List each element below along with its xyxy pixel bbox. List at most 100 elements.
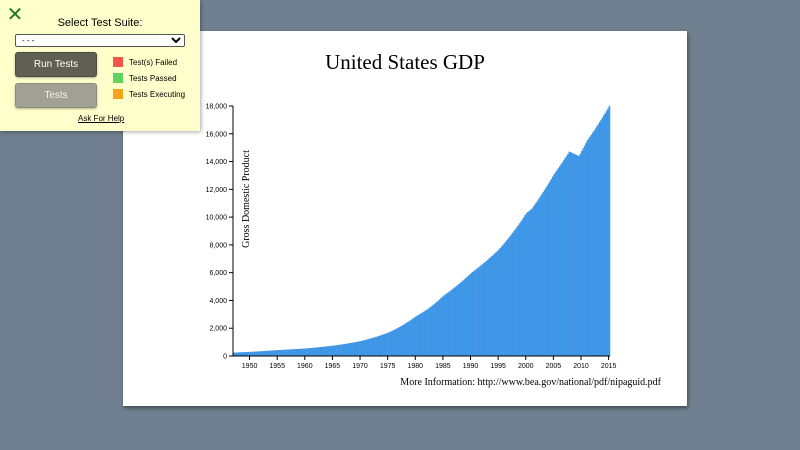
gdp-bar: [306, 348, 308, 356]
gdp-bar: [579, 153, 582, 356]
tests-button[interactable]: Tests: [15, 83, 97, 108]
gdp-bar: [413, 317, 416, 356]
gdp-bar: [603, 115, 605, 356]
gdp-bar: [568, 151, 571, 356]
gdp-bar: [510, 234, 513, 356]
gdp-bar: [398, 327, 401, 356]
gdp-bar: [349, 343, 351, 356]
gdp-bar: [288, 349, 290, 356]
gdp-bar: [525, 213, 528, 356]
gdp-bar: [430, 306, 433, 356]
gdp-bar: [575, 154, 578, 356]
gdp-bar: [344, 343, 347, 356]
gdp-bar: [429, 307, 431, 356]
gdp-bar: [564, 158, 567, 356]
gdp-bar: [516, 227, 518, 356]
gdp-bar: [274, 350, 277, 356]
gdp-bar: [320, 347, 322, 356]
test-suite-select[interactable]: - - -: [15, 34, 185, 47]
y-tick-label: 6,000: [209, 270, 227, 277]
ask-for-help-link[interactable]: Ask For Help: [78, 114, 125, 123]
gdp-bar: [529, 209, 532, 356]
gdp-bar: [351, 342, 354, 356]
gdp-bar: [257, 351, 260, 356]
gdp-bar: [263, 351, 266, 356]
gdp-bar: [550, 178, 553, 356]
gdp-bar: [448, 291, 451, 356]
gdp-bar: [440, 298, 442, 356]
gdp-bar: [326, 346, 329, 356]
gdp-bar: [542, 192, 544, 356]
y-tick-label: 12,000: [206, 187, 228, 194]
gdp-bar: [318, 347, 321, 356]
gdp-bar: [307, 348, 310, 356]
gdp-bar: [459, 282, 462, 356]
gdp-bar: [494, 253, 496, 356]
gdp-bar: [303, 348, 306, 356]
gdp-bar: [422, 312, 424, 356]
gdp-bar: [558, 166, 561, 356]
y-tick-label: 16,000: [206, 131, 228, 138]
gdp-bar: [389, 331, 391, 356]
gdp-bar: [503, 243, 506, 356]
x-tick-label: 2000: [518, 363, 534, 370]
gdp-bar: [394, 329, 397, 356]
passed-swatch: [113, 73, 123, 83]
gdp-bar: [480, 265, 482, 356]
gdp-bar: [404, 323, 406, 356]
gdp-bar: [560, 164, 562, 356]
gdp-bar: [499, 247, 502, 356]
gdp-bar: [347, 343, 350, 356]
x-tick-label: 1990: [463, 363, 479, 370]
gdp-bar: [339, 344, 341, 356]
gdp-bar: [241, 352, 243, 356]
gdp-bar: [469, 274, 471, 356]
gdp-bar: [572, 153, 575, 356]
gdp-bar: [373, 337, 376, 356]
x-tick-label: 1995: [490, 363, 506, 370]
gdp-bar: [536, 200, 539, 356]
gdp-bar: [444, 294, 446, 356]
gdp-bar: [511, 232, 514, 356]
gdp-bar: [304, 348, 307, 356]
gdp-bar: [507, 238, 510, 356]
x-tick-label: 1950: [242, 363, 258, 370]
gdp-bar: [378, 335, 380, 356]
gdp-bar: [596, 126, 598, 357]
gdp-bar: [250, 351, 253, 356]
gdp-bar: [484, 261, 486, 356]
close-icon[interactable]: ✕: [6, 2, 24, 26]
gdp-bar: [578, 156, 580, 356]
y-tick-label: 4,000: [209, 298, 227, 305]
run-tests-button[interactable]: Run Tests: [15, 52, 97, 77]
gdp-bar: [346, 343, 348, 356]
gdp-bar: [467, 275, 470, 356]
failed-swatch: [113, 57, 123, 67]
gdp-bar: [604, 112, 607, 356]
gdp-bar: [282, 349, 285, 356]
gdp-bar: [324, 346, 326, 356]
gdp-bar: [460, 281, 463, 356]
gdp-bar: [242, 352, 245, 356]
gdp-bar: [246, 351, 249, 356]
gdp-bar: [234, 352, 237, 356]
gdp-bar: [431, 305, 434, 356]
gdp-bar: [364, 340, 366, 356]
gdp-bar: [293, 349, 296, 356]
gdp-bar: [419, 313, 422, 356]
gdp-bar: [426, 309, 428, 356]
gdp-bar: [285, 349, 288, 356]
gdp-bar: [340, 344, 343, 356]
gdp-bar: [291, 349, 293, 356]
gdp-bar: [412, 318, 415, 356]
gdp-bar: [567, 153, 569, 356]
legend-failed: Test(s) Failed: [113, 57, 177, 67]
gdp-bar: [393, 329, 395, 356]
gdp-bar: [449, 290, 452, 356]
gdp-bar: [286, 349, 289, 356]
gdp-bar: [605, 110, 608, 356]
x-tick-label: 2010: [573, 363, 589, 370]
gdp-bar: [365, 339, 368, 356]
gdp-bar: [535, 202, 538, 356]
gdp-bar: [355, 341, 358, 356]
